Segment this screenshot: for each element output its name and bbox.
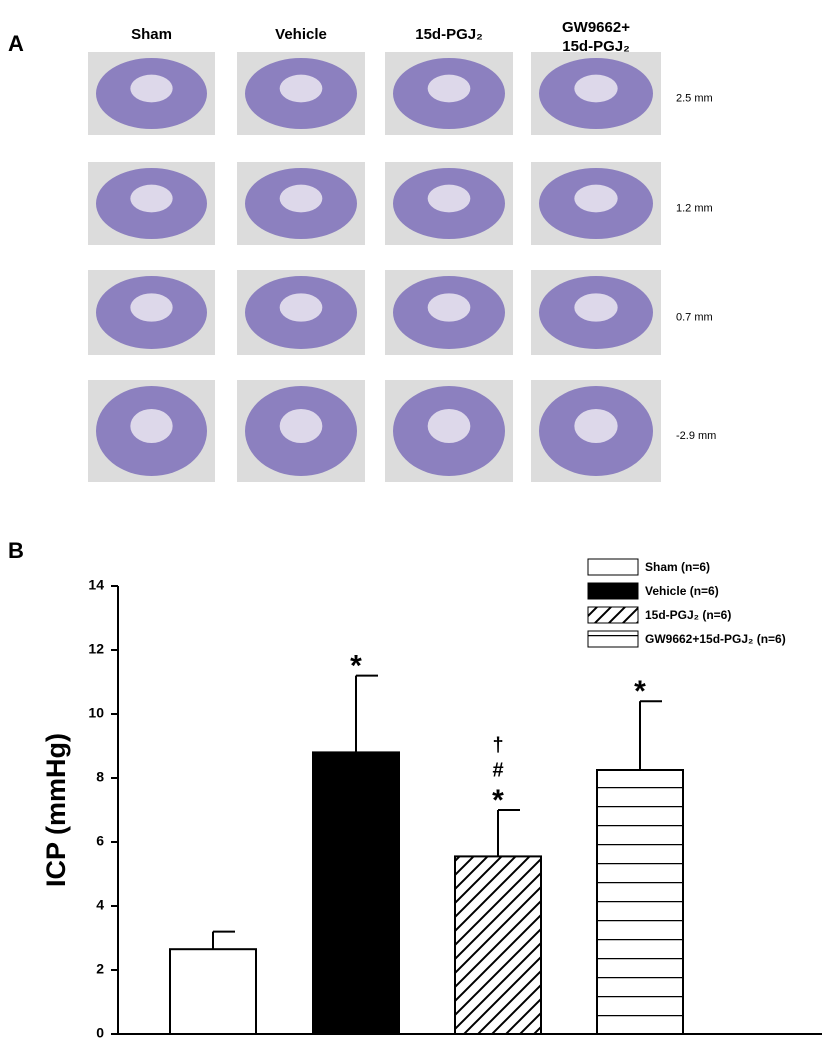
bar [169, 948, 257, 1036]
y-tick-label: 12 [88, 641, 104, 657]
y-tick-label: 2 [96, 961, 104, 977]
legend-swatch [587, 558, 639, 576]
legend-swatch [587, 630, 639, 648]
legend-label: Sham (n=6) [645, 560, 710, 574]
row-label: 1.2 mm [676, 202, 713, 214]
row-label: -2.9 mm [676, 430, 716, 442]
significance-marker: * [350, 650, 362, 683]
column-header: Sham [131, 26, 172, 43]
column-header: GW9662+ [562, 19, 630, 36]
legend-label: Vehicle (n=6) [645, 584, 719, 598]
panel-label: A [8, 31, 24, 56]
legend-label: 15d-PGJ₂ (n=6) [645, 608, 731, 622]
ventricle [279, 74, 323, 103]
y-tick-label: 10 [88, 705, 104, 721]
ventricle [574, 74, 618, 103]
row-label: 0.7 mm [676, 311, 713, 323]
ventricle [427, 293, 471, 322]
ventricle [574, 293, 618, 322]
significance-marker: # [492, 759, 503, 781]
ventricle [427, 409, 471, 443]
ventricle [574, 184, 618, 213]
y-tick-label: 6 [96, 833, 104, 849]
ventricle [279, 184, 323, 213]
bar [312, 751, 400, 1036]
ventricle [427, 184, 471, 213]
ventricle [427, 74, 471, 103]
column-header: 15d-PGJ₂ [562, 38, 630, 55]
panel-label: B [8, 538, 24, 563]
ventricle [130, 293, 173, 322]
bar [454, 855, 542, 1036]
y-tick-label: 8 [96, 769, 104, 785]
ventricle [279, 409, 323, 443]
y-tick-label: 4 [96, 897, 104, 913]
y-tick-label: 0 [96, 1025, 104, 1041]
column-header: Vehicle [275, 26, 327, 43]
legend-swatch [587, 606, 639, 624]
ventricle [130, 184, 173, 213]
significance-marker: * [492, 784, 504, 817]
significance-marker: † [492, 734, 503, 756]
column-header: 15d-PGJ₂ [415, 26, 483, 43]
y-tick-label: 14 [88, 577, 104, 593]
ventricle [279, 293, 323, 322]
legend-swatch [587, 582, 639, 600]
ventricle [130, 409, 173, 443]
row-label: 2.5 mm [676, 92, 713, 104]
y-axis-title: ICP (mmHg) [41, 733, 71, 887]
significance-marker: * [634, 675, 646, 708]
bar [596, 769, 684, 1035]
ventricle [574, 409, 618, 443]
legend-label: GW9662+15d-PGJ₂ (n=6) [645, 632, 786, 646]
ventricle [130, 74, 173, 103]
